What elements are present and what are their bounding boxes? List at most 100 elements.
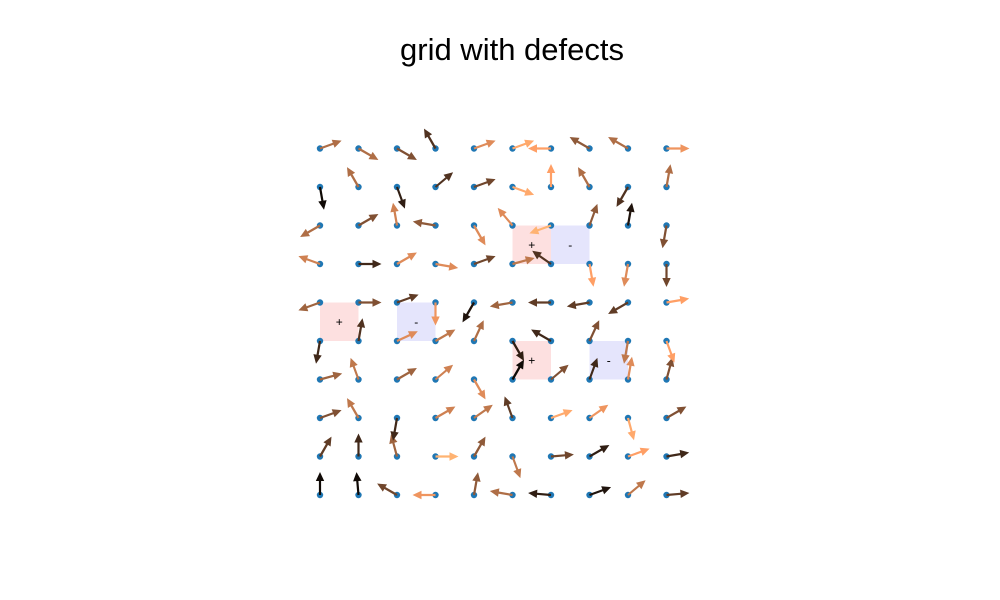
quiver-arrow <box>298 255 321 265</box>
quiver-arrow <box>666 489 690 498</box>
quiver-arrow <box>431 302 440 326</box>
quiver-arrow <box>349 357 360 380</box>
quiver-arrow <box>578 167 591 188</box>
quiver-arrow <box>412 490 436 500</box>
quiver-arrow <box>608 301 629 314</box>
quiver-arrow <box>435 452 459 461</box>
quiver-arrow <box>473 178 496 188</box>
quiver-arrow <box>666 295 690 305</box>
quiver-arrow <box>473 378 486 400</box>
quiver-arrow <box>396 368 417 381</box>
quiver-arrow <box>529 224 552 235</box>
quiver-arrow <box>358 259 382 269</box>
quiver-arrow <box>354 433 363 457</box>
quiver-arrow <box>396 293 419 304</box>
defect-plus-marker <box>512 341 551 380</box>
quiver-arrow <box>512 256 535 266</box>
quiver-arrow <box>390 417 399 441</box>
quiver-arrow <box>313 340 322 364</box>
quiver-arrow <box>396 331 418 342</box>
quiver-arrow <box>588 203 599 226</box>
quiver-arrow <box>497 207 514 227</box>
defect-label: - <box>607 353 611 367</box>
quiver-arrow <box>434 406 456 419</box>
quiver-arrow <box>319 436 332 458</box>
quiver-arrow <box>347 398 360 419</box>
quiver-arrow <box>472 472 481 496</box>
quiver-arrow <box>319 371 343 381</box>
quiver-arrow <box>621 340 630 364</box>
quiver-arrow <box>315 472 325 495</box>
quiver-arrow <box>626 356 635 380</box>
quiver-arrow <box>473 320 484 342</box>
quiver-arrow <box>357 147 379 160</box>
defect-label: + <box>528 238 535 252</box>
quiver-arrow <box>377 483 398 496</box>
quiver-arrow <box>626 202 635 226</box>
quiver-arrow <box>435 262 459 271</box>
chart-title: grid with defects <box>400 32 624 67</box>
quiver-arrow <box>546 164 556 187</box>
grid-points-layer <box>316 145 670 499</box>
defect-label: - <box>568 238 572 252</box>
quiver-arrow <box>528 489 552 498</box>
quiver-arrow <box>473 436 486 458</box>
quiver-arrow <box>319 409 342 419</box>
quiver-arrow <box>589 445 610 458</box>
quiver-arrow <box>358 298 382 307</box>
quiver-arrow <box>503 396 514 419</box>
quiver-arrow <box>550 364 569 381</box>
quiver-arrow <box>665 357 675 380</box>
quiver-arrow <box>347 167 360 188</box>
quiver-arrow <box>412 218 436 228</box>
quiver-arrow <box>300 224 321 237</box>
quiver-arrow <box>319 139 342 150</box>
quiver-arrow <box>396 252 417 265</box>
arrows-layer <box>298 128 690 500</box>
quiver-arrow <box>473 224 486 246</box>
quiver-arrow <box>511 340 524 361</box>
quiver-arrow <box>627 447 650 458</box>
quiver-arrow <box>434 364 454 381</box>
quiver-arrow <box>608 137 629 150</box>
quiver-arrow <box>528 144 551 153</box>
defect-plus-marker <box>320 302 359 341</box>
quiver-arrow <box>473 404 493 419</box>
quiver-arrow <box>550 409 573 419</box>
quiver-arrow <box>298 301 321 312</box>
quiver-arrow <box>659 225 669 249</box>
quiver-arrow <box>662 264 671 287</box>
defect-label: + <box>528 353 535 367</box>
quiver-arrow <box>666 449 690 459</box>
quiver-arrow <box>462 301 475 323</box>
defect-label: + <box>336 315 343 329</box>
quiver-arrow <box>356 318 366 342</box>
quiver-arrow <box>528 298 551 307</box>
quiver-arrow <box>512 186 535 196</box>
quiver-arrow <box>666 406 687 419</box>
quiver-arrow <box>587 263 597 287</box>
quiver-arrow <box>434 172 454 188</box>
quiver-arrow <box>566 300 590 310</box>
quiver-arrow <box>588 320 600 342</box>
quiver-arrow <box>389 434 399 457</box>
quiver-arrow <box>390 202 399 226</box>
quiver-arrow <box>473 255 496 265</box>
quiver-arrow <box>396 186 406 209</box>
quiver-arrow <box>666 144 690 153</box>
quiver-arrow <box>626 417 636 441</box>
quiver-arrow <box>489 300 513 310</box>
quiver-arrow <box>665 340 676 363</box>
quiver-arrow <box>621 263 630 287</box>
quiver-arrow <box>569 137 590 150</box>
quiver-arrow <box>589 486 612 496</box>
quiver-arrow <box>511 456 522 479</box>
quiver-arrow <box>550 451 574 460</box>
quiver-arrow <box>627 480 646 496</box>
quiver-arrow <box>512 139 535 150</box>
defect-minus-marker <box>551 225 590 264</box>
quiver-arrow <box>424 128 437 150</box>
quiver-arrow <box>588 357 599 380</box>
defects-layer: + - + - + - <box>320 225 628 380</box>
